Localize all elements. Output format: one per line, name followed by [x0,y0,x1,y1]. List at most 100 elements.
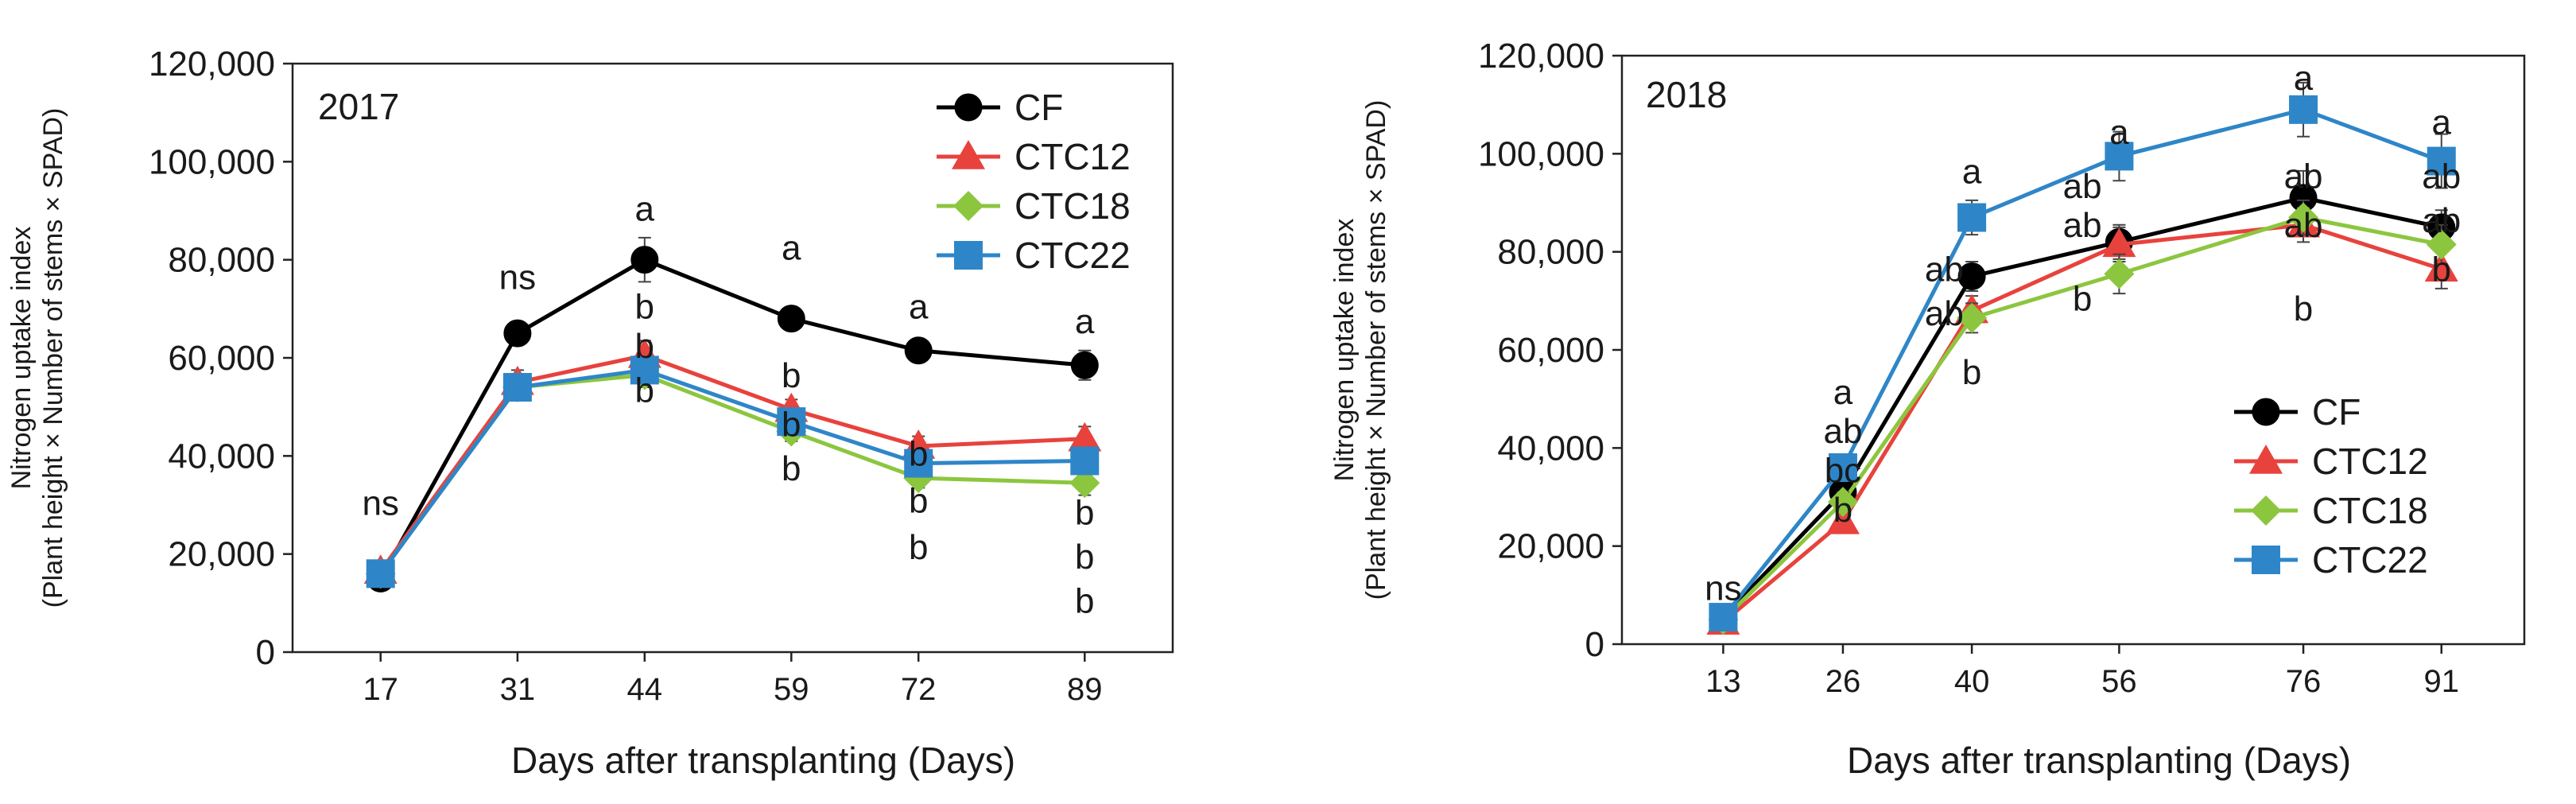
y-tick-label: 100,000 [1478,134,1604,173]
significance-label: ab [2422,157,2461,196]
y-tick-label: 60,000 [1497,331,1604,370]
significance-label: a [1962,152,1982,191]
legend-marker-ctc12 [952,140,985,169]
significance-label: b [909,481,928,520]
significance-label: b [1075,582,1094,621]
data-point-ctc18 [2104,258,2135,289]
y-tick-label: 0 [256,633,275,672]
y-tick-label: 0 [1585,625,1604,664]
legend-label-ctc18: CTC18 [2312,490,2428,531]
legend-label-ctc22: CTC22 [1014,235,1131,276]
x-tick-label: 91 [2424,664,2460,699]
data-point-ctc12 [2424,252,2458,282]
y-tick-label: 20,000 [1497,527,1604,566]
data-point-cf [777,305,805,333]
series-ctc18 [365,359,1100,589]
data-point-ctc22 [366,559,395,588]
significance-label: b [909,528,928,567]
data-point-ctc22 [630,355,659,385]
y-tick-label: 40,000 [168,437,275,476]
significance-label: ab [2063,206,2102,245]
data-point-ctc22 [1070,446,1100,476]
data-point-cf [1957,262,1986,290]
data-point-ctc22 [2289,95,2318,124]
y-axis-label-line2: (Plant height × Number of stems × SPAD) [38,108,68,608]
data-point-ctc18 [1827,487,1858,518]
legend-label-ctc12: CTC12 [2312,441,2428,482]
legend-marker-ctc22 [2252,546,2280,574]
panel-title: 2018 [1646,74,1727,115]
significance-label: a [635,189,655,228]
significance-label: b [1962,353,1981,392]
legend-marker-ctc22 [954,241,983,270]
significance-label: ab [1925,294,1964,333]
panel-title: 2017 [318,86,399,127]
x-tick-label: 40 [1954,664,1990,699]
significance-label: b [1833,491,1852,530]
data-point-cf [904,336,933,365]
data-point-cf [630,246,659,274]
series-line-ctc12 [378,353,1085,573]
data-point-ctc12 [1825,504,1860,534]
data-point-ctc22 [1957,203,1987,232]
significance-label: b [635,288,654,327]
series-ctc22 [366,355,1100,588]
significance-label: b [782,449,801,488]
x-tick-label: 44 [627,672,663,707]
data-point-cf [1070,351,1099,379]
legend-marker-ctc18 [953,191,983,221]
y-axis-label-line1: Nitrogen uptake index [1329,219,1360,482]
significance-label: ab [1925,251,1964,289]
significance-label: ab [2284,157,2323,196]
legend-label-ctc18: CTC18 [1014,185,1131,227]
x-tick-label: 89 [1067,672,1103,707]
data-point-ctc18 [1069,468,1100,499]
x-axis-label: Days after transplanting (Days) [511,740,1015,781]
significance-label: bc [1825,452,1861,491]
significance-label: b [1075,538,1094,577]
significance-label: b [2294,289,2313,328]
significance-label: ab [1823,412,1862,451]
series-line-ctc22 [1721,107,2442,619]
data-point-ctc22 [904,449,933,478]
significance-label: b [2073,280,2092,319]
significance-label: b [782,406,801,445]
significance-label: a [1075,302,1095,341]
data-point-ctc18 [2288,202,2319,233]
y-axis-label-line1: Nitrogen uptake index [6,227,37,490]
significance-label: a [782,229,801,268]
significance-label: a [2109,113,2129,152]
y-tick-label: 80,000 [168,241,275,280]
significance-label: b [1075,494,1094,533]
x-tick-label: 76 [2286,664,2322,699]
data-point-ctc22 [502,373,532,402]
series-ctc22 [1709,81,2456,632]
legend-label-cf: CF [2312,391,2361,433]
x-tick-label: 59 [774,672,809,707]
x-tick-label: 72 [901,672,937,707]
legend-marker-cf [2252,398,2280,426]
data-point-ctc18 [1957,302,1988,333]
significance-label: b [635,327,654,366]
chart-panel-2018: 0 20,000 40,000 60,000 80,000 100,000 120,000 1… [1329,37,2526,781]
data-point-ctc22 [2105,142,2134,171]
x-tick-label: 26 [1825,664,1861,699]
legend-marker-ctc12 [2249,445,2283,474]
data-point-ctc12 [2102,227,2136,258]
y-axis-label-line2: (Plant height × Number of stems × SPAD) [1361,100,1391,600]
y-tick-label: 120,000 [149,45,275,84]
data-point-ctc22 [777,407,806,437]
significance-label: a [1833,373,1853,412]
x-tick-label: 17 [363,672,398,707]
significance-label: b [635,371,654,410]
series-line-ctc18 [1721,215,2442,621]
significance-label: ab [2284,206,2323,245]
y-tick-label: 120,000 [1478,37,1604,76]
data-point-ctc12 [1068,421,1102,452]
x-tick-label: 56 [2101,664,2137,699]
series-cf [367,236,1099,592]
data-point-ctc22 [1828,453,1857,482]
significance-label: a [909,288,929,327]
series-line-ctc22 [378,367,1085,575]
series-line-cf [378,257,1085,580]
